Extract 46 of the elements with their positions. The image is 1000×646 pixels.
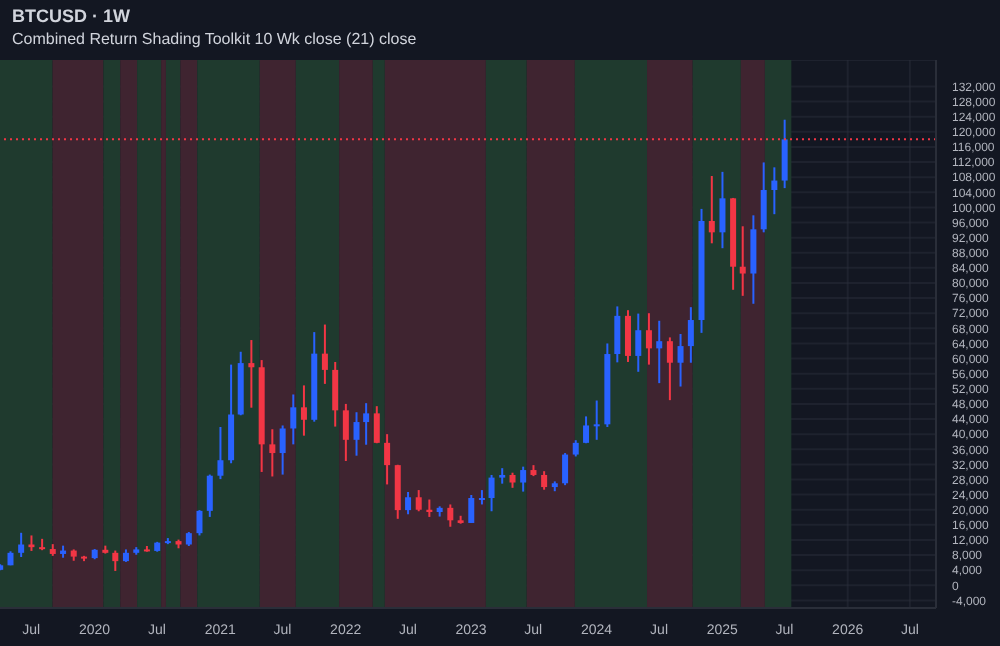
candlestick [415,489,422,513]
candlestick [394,463,401,520]
candlestick [645,312,652,366]
candlestick [687,306,694,364]
candlestick [677,333,684,388]
candlestick [562,452,569,487]
chart-title: BTCUSD · 1W [12,6,132,26]
candlestick [708,175,715,245]
candlestick [781,118,788,190]
candlestick [520,465,527,493]
candlestick [269,428,276,478]
candlestick [583,415,590,445]
candlestick [750,214,757,305]
candlestick [719,170,726,250]
candlestick [248,339,255,409]
candlestick [321,323,328,385]
candlestick [373,405,380,445]
candlestick [18,531,25,558]
candlestick [332,360,339,428]
candlestick [739,225,746,297]
candlestick [541,470,548,491]
candlestick [635,312,642,373]
candlestick [300,384,307,437]
candlestick [353,411,360,457]
candlestick [206,473,213,518]
candlestick [405,490,412,516]
chart-subtitle: Combined Return Shading Toolkit 10 Wk close (21) close [12,30,419,48]
candlestick [656,319,663,385]
candlestick [384,433,391,486]
candlestick [488,473,495,513]
candlestick [279,424,286,476]
candlestick [593,399,600,441]
candlestick [614,305,621,364]
candlestick [666,336,673,402]
candlestick [760,161,767,234]
candlestick [196,509,203,537]
candlestick [228,363,235,465]
candlestick [468,494,475,524]
candlestick [217,425,224,481]
candlestick [363,402,370,446]
candlestick [447,503,454,528]
candlestick [342,402,349,462]
candlestick [771,166,778,216]
candlestick [112,549,119,572]
candlestick [624,309,631,363]
candlestick [290,393,297,446]
